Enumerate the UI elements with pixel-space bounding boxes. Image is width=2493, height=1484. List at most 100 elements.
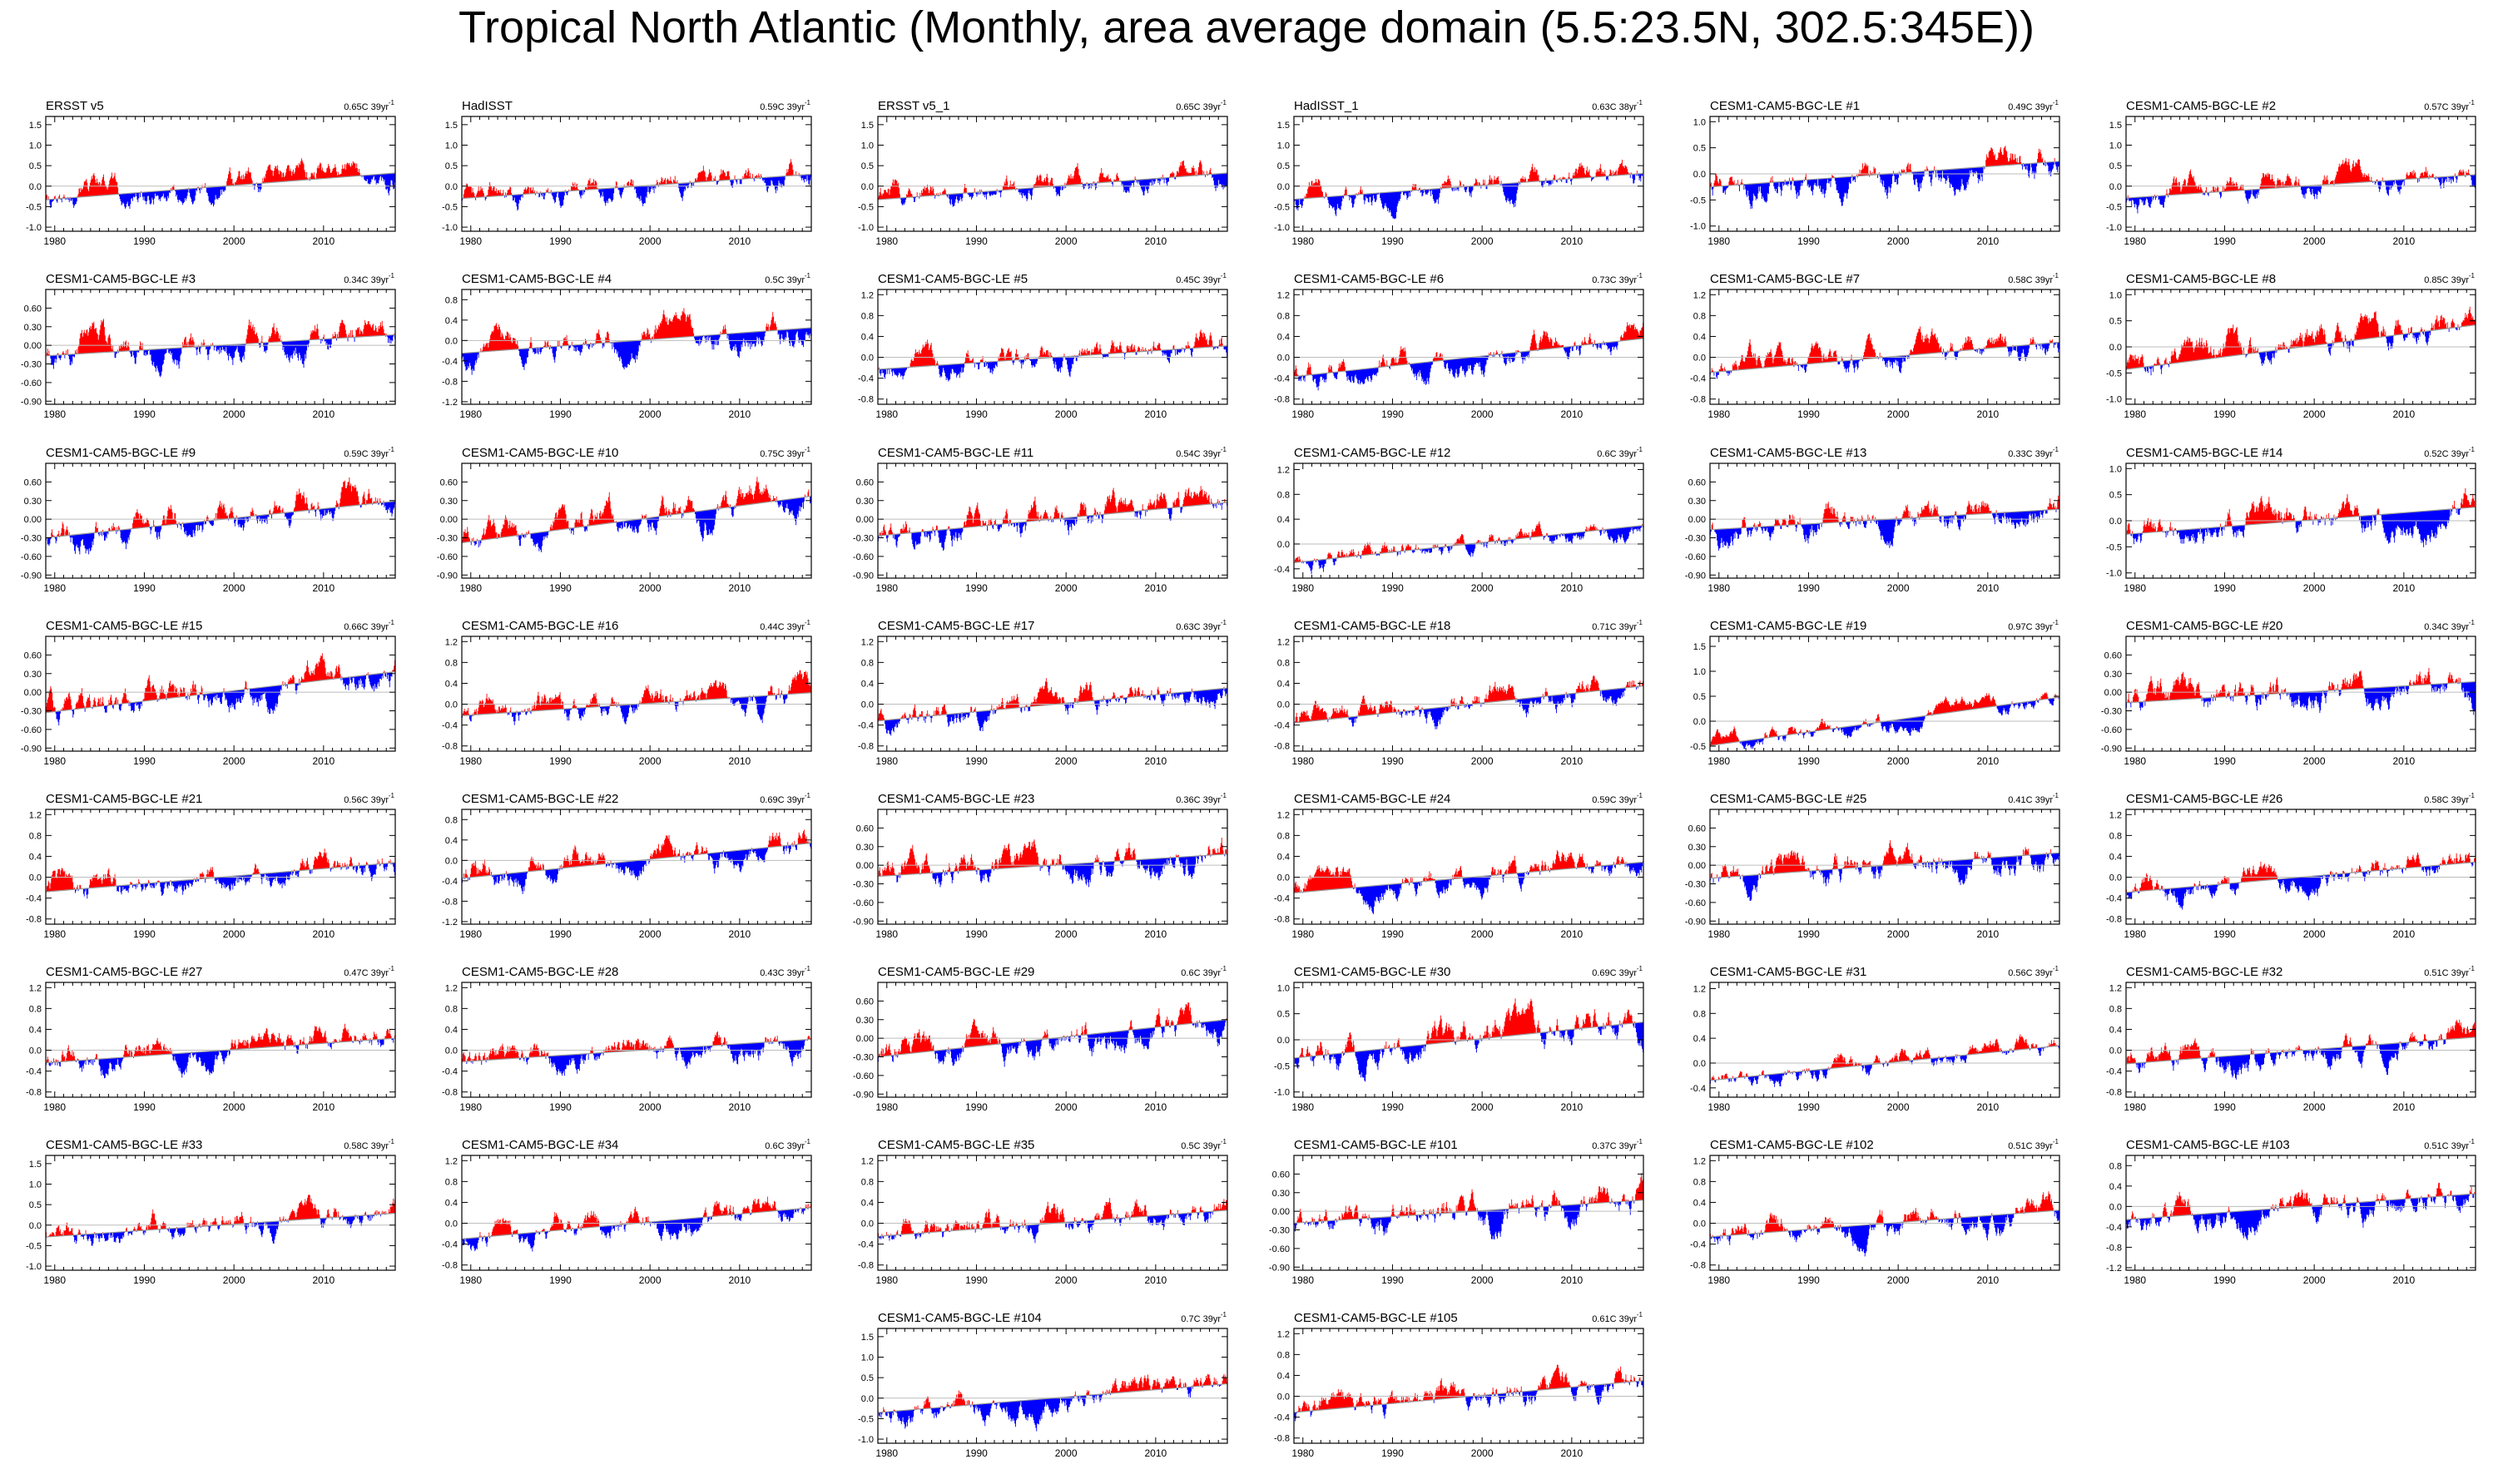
x-tick-label: 1990 — [1797, 235, 1820, 247]
x-tick-label: 1990 — [133, 928, 156, 940]
x-tick-label: 1990 — [1381, 582, 1404, 594]
trend-label: 0.66C 39yr — [344, 622, 389, 632]
trend-label-sup: -1 — [1221, 99, 1227, 106]
trend-label: 0.63C 38yr — [1592, 102, 1637, 112]
y-tick-label: 0.4 — [445, 1025, 458, 1035]
panel-title: CESM1-CAM5-BGC-LE #15 — [46, 619, 202, 633]
positive-anomaly-area — [878, 1002, 1227, 1057]
y-tick-label: 0.5 — [29, 1200, 42, 1210]
negative-anomaly-area — [47, 173, 396, 209]
y-tick-label: 0.0 — [29, 1221, 42, 1231]
x-tick-label: 2010 — [312, 408, 335, 420]
plot-frame — [2125, 809, 2476, 925]
negative-anomaly-area — [462, 174, 811, 211]
x-tick-label: 2010 — [1560, 1101, 1583, 1113]
y-tick-label: 0.0 — [861, 1219, 874, 1229]
trend-label-sup: -1 — [2053, 99, 2059, 106]
panel-title: CESM1-CAM5-BGC-LE #8 — [2126, 272, 2276, 286]
plot-frame — [1293, 809, 1644, 925]
positive-anomaly-area — [1710, 326, 2053, 373]
y-tick-label: 0.60 — [856, 824, 874, 834]
x-tick-label: 2010 — [2392, 235, 2415, 247]
x-tick-label: 2010 — [2392, 1274, 2415, 1286]
y-tick-label: 0.8 — [29, 831, 42, 841]
panel: CESM1-CAM5-BGC-LE #4 0.5C 39yr -1 1980 1990 2… — [442, 272, 812, 420]
positive-anomaly-area — [1294, 675, 1643, 723]
trend-label: 0.37C 39yr — [1592, 1141, 1637, 1151]
positive-anomaly-area — [1710, 1034, 2059, 1081]
y-tick-label: -0.90 — [1685, 571, 1706, 581]
positive-anomaly-area — [878, 1198, 1227, 1237]
panel: CESM1-CAM5-BGC-LE #15 0.66C 39yr -1 1980 199… — [21, 619, 396, 767]
negative-anomaly-area — [2126, 681, 2476, 715]
y-tick-label: 0.60 — [1688, 477, 1706, 487]
y-tick-label: -0.30 — [1685, 880, 1706, 890]
y-tick-label: 1.0 — [2109, 141, 2122, 151]
panel: CESM1-CAM5-BGC-LE #30 0.69C 39yr -1 1980 199… — [1274, 965, 1644, 1113]
panel-title: CESM1-CAM5-BGC-LE #24 — [1294, 792, 1450, 806]
x-tick-label: 1990 — [965, 235, 988, 247]
y-tick-label: -0.5 — [26, 1241, 42, 1251]
x-tick-label: 1980 — [1291, 755, 1314, 767]
x-tick-label: 2010 — [1144, 235, 1167, 247]
trend-label-sup: -1 — [805, 619, 811, 626]
trend-label-sup: -1 — [2469, 619, 2476, 626]
panel: CESM1-CAM5-BGC-LE #10 0.75C 39yr -1 1980 199… — [437, 446, 812, 594]
y-tick-label: 0.30 — [24, 323, 42, 333]
x-tick-label: 1990 — [965, 1447, 988, 1459]
x-tick-label: 2010 — [1144, 928, 1167, 940]
panel-title: CESM1-CAM5-BGC-LE #7 — [1710, 272, 1860, 286]
panel: CESM1-CAM5-BGC-LE #12 0.6C 39yr -1 1980 1990… — [1274, 446, 1644, 594]
x-tick-label: 2010 — [312, 582, 335, 594]
trend-label: 0.6C 39yr — [1181, 968, 1221, 978]
y-tick-label: -1.0 — [1274, 1088, 1290, 1098]
y-tick-label: 0.5 — [1693, 692, 1706, 702]
x-tick-label: 1980 — [459, 235, 482, 247]
x-tick-label: 1990 — [1797, 408, 1820, 420]
x-tick-label: 2010 — [2392, 408, 2415, 420]
y-tick-label: 0.8 — [861, 658, 874, 668]
x-tick-label: 2000 — [1055, 1274, 1078, 1286]
x-tick-label: 2010 — [1560, 928, 1583, 940]
y-tick-label: -1.0 — [2106, 395, 2122, 405]
trend-line — [461, 327, 812, 354]
x-tick-label: 1990 — [2213, 1101, 2236, 1113]
y-tick-label: 1.2 — [861, 1156, 874, 1166]
y-tick-label: -0.30 — [1685, 534, 1706, 544]
trend-label-sup: -1 — [389, 272, 395, 279]
positive-anomaly-area — [46, 319, 395, 356]
x-tick-label: 2010 — [312, 928, 335, 940]
panel: CESM1-CAM5-BGC-LE #103 0.51C 39yr -1 1980 19… — [2106, 1138, 2476, 1286]
y-tick-label: 0.8 — [2109, 831, 2122, 841]
x-tick-label: 1990 — [965, 582, 988, 594]
panel-title: CESM1-CAM5-BGC-LE #101 — [1294, 1138, 1458, 1152]
panel-title: CESM1-CAM5-BGC-LE #35 — [878, 1138, 1034, 1152]
y-tick-label: 1.2 — [445, 637, 458, 647]
x-tick-label: 1980 — [459, 1101, 482, 1113]
x-tick-label: 1990 — [549, 1274, 572, 1286]
x-tick-label: 2010 — [2392, 1101, 2415, 1113]
x-tick-label: 1980 — [43, 582, 66, 594]
panel-title: CESM1-CAM5-BGC-LE #11 — [878, 446, 1033, 460]
y-tick-label: 0.60 — [440, 477, 458, 487]
y-tick-label: -1.0 — [26, 1262, 42, 1272]
panel: CESM1-CAM5-BGC-LE #25 0.41C 39yr -1 1980 199… — [1685, 792, 2060, 940]
plot-frame — [877, 463, 1228, 579]
negative-anomaly-area — [462, 843, 811, 894]
x-tick-label: 2010 — [1976, 1274, 1999, 1286]
x-tick-label: 1990 — [1797, 582, 1820, 594]
panel-title: CESM1-CAM5-BGC-LE #23 — [878, 792, 1034, 806]
x-tick-label: 2010 — [728, 235, 751, 247]
x-tick-label: 1990 — [2213, 235, 2236, 247]
y-tick-label: 0.0 — [1277, 1036, 1290, 1046]
trend-label: 0.65C 39yr — [344, 102, 389, 112]
y-tick-label: 0.8 — [445, 295, 458, 305]
x-tick-label: 2010 — [728, 582, 751, 594]
y-tick-label: 0.0 — [1693, 1219, 1706, 1229]
x-tick-label: 1980 — [875, 582, 898, 594]
negative-anomaly-area — [1294, 1200, 1636, 1240]
y-tick-label: -0.4 — [858, 374, 874, 384]
y-tick-label: -0.60 — [21, 378, 42, 388]
y-tick-label: -0.8 — [2106, 1088, 2122, 1098]
y-tick-label: 0.60 — [24, 650, 42, 660]
